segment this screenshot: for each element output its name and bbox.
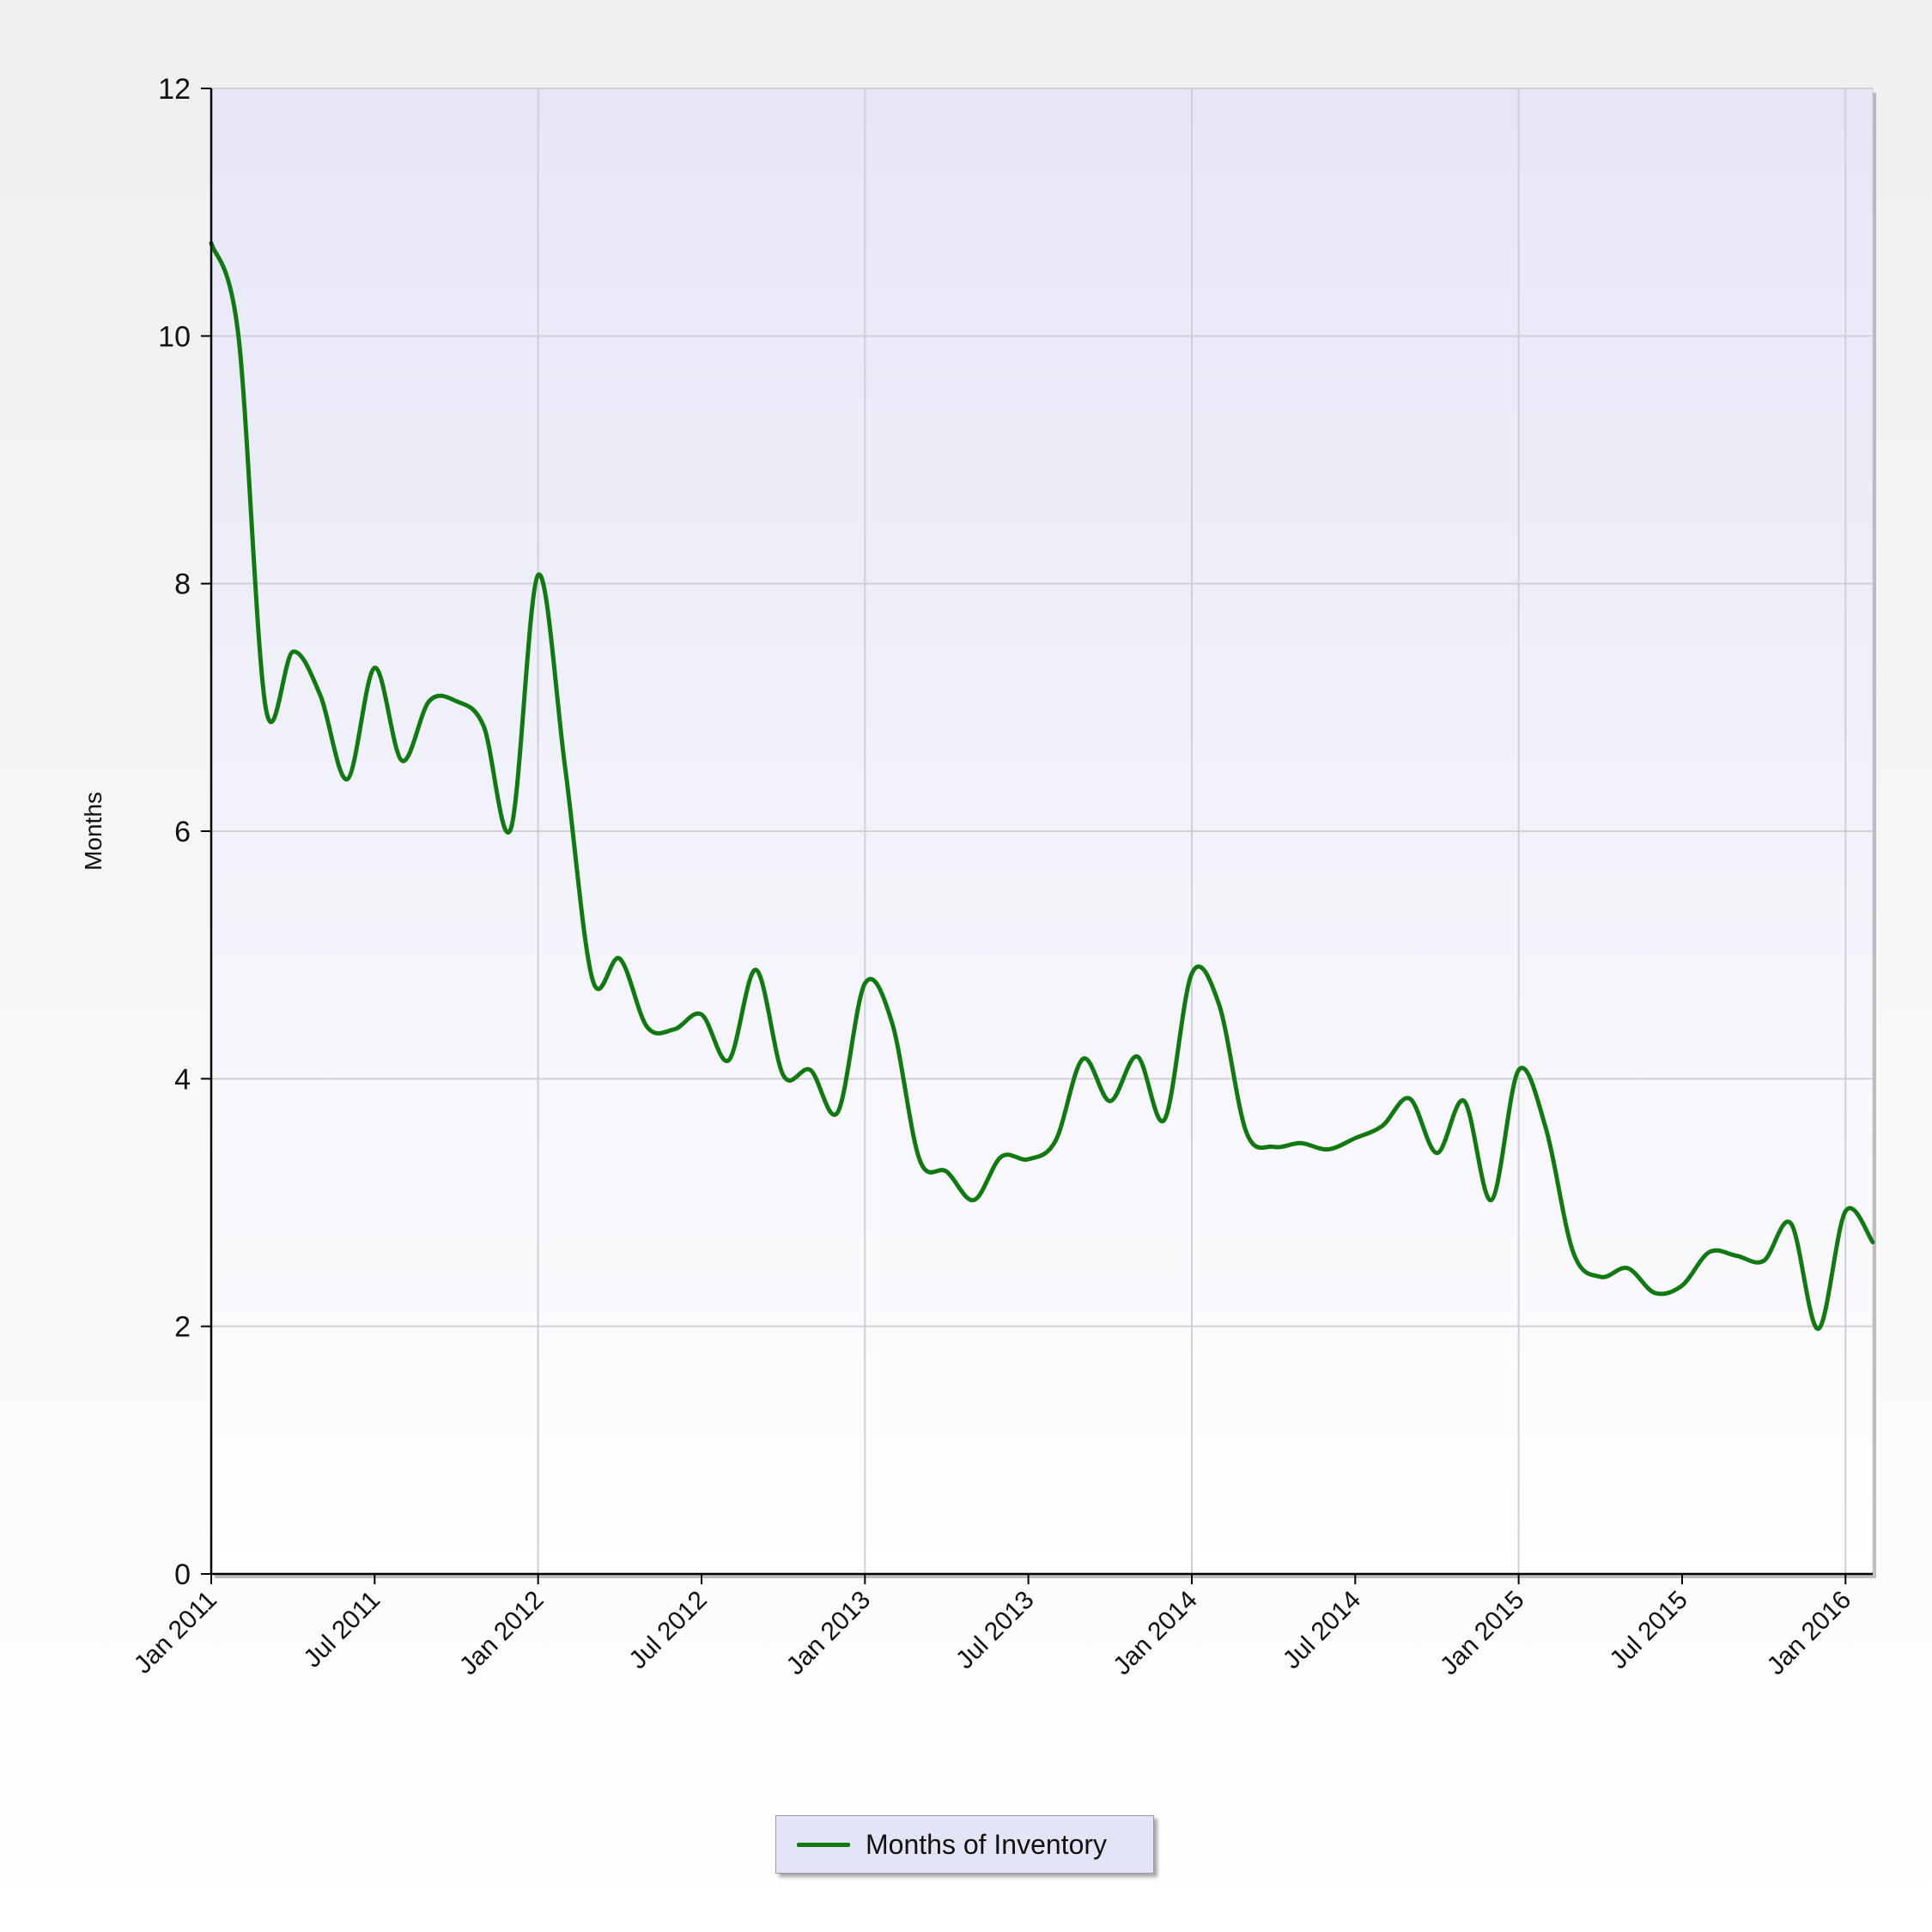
- y-tick-label: 12: [158, 73, 191, 106]
- legend-series-label: Months of Inventory: [866, 1828, 1108, 1860]
- x-tick-label: Jul 2015: [1604, 1586, 1693, 1675]
- x-tick-label: Jul 2014: [1278, 1586, 1367, 1675]
- y-tick-label: 0: [174, 1558, 191, 1591]
- y-tick-labels: 0 2 4 6 8 10 12: [158, 73, 211, 1591]
- legend: Months of Inventory: [775, 1815, 1154, 1874]
- y-tick-label: 8: [174, 568, 191, 601]
- x-tick-label: Jan 2016: [1762, 1586, 1857, 1681]
- x-tick-label: Jan 2014: [1108, 1586, 1203, 1681]
- y-tick-label: 4: [174, 1063, 191, 1096]
- series-layer: [209, 240, 1875, 1332]
- legend-series-swatch: [797, 1842, 850, 1847]
- series-line-months-of-inventory: [209, 240, 1875, 1332]
- x-tick-label: Jan 2015: [1435, 1586, 1530, 1681]
- x-tick-labels: Jan 2011 Jul 2011 Jan 2012 Jul 2012 Jan 2013…: [129, 1574, 1856, 1680]
- x-tick-label: Jan 2012: [454, 1586, 550, 1681]
- x-tick-label: Jul 2013: [951, 1586, 1040, 1675]
- x-tick-label: Jul 2011: [298, 1586, 386, 1674]
- y-tick-label: 6: [174, 816, 191, 848]
- x-tick-label: Jan 2013: [781, 1586, 877, 1681]
- y-tick-label: 10: [158, 320, 191, 353]
- x-tick-label: Jan 2011: [129, 1586, 222, 1680]
- x-tick-label: Jul 2012: [623, 1586, 713, 1675]
- grid-lines: [211, 88, 1873, 1574]
- y-tick-label: 2: [174, 1311, 191, 1344]
- y-axis-title: Months: [80, 792, 106, 871]
